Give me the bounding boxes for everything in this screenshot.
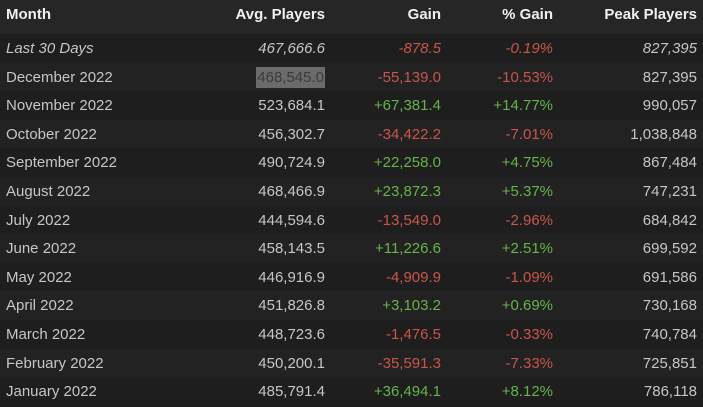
- avg-players-cell: 490,724.9: [258, 154, 325, 172]
- gain-cell: -878.5: [398, 40, 441, 57]
- peak-players-cell: 786,118: [643, 383, 697, 401]
- gain-cell: -34,422.2: [377, 125, 441, 143]
- table-row: March 2022 448,723.6 -1,476.5 -0.33% 740,784: [0, 320, 703, 349]
- header-cell: Avg. Players: [235, 6, 326, 23]
- gain-cell: +22,258.0: [373, 154, 441, 172]
- gain-cell: -55,139.0: [377, 68, 441, 86]
- avg-players-cell: 448,723.6: [258, 326, 325, 343]
- header-cell: Peak Players: [604, 6, 697, 23]
- gain-cell: +67,381.4: [373, 97, 441, 115]
- avg-players-cell: 467,666.6: [258, 40, 325, 57]
- header-cell: Month: [6, 6, 51, 23]
- month-cell: August 2022: [6, 183, 91, 200]
- peak-players-cell: 725,851: [642, 354, 697, 372]
- month-cell: April 2022: [6, 297, 74, 315]
- month-cell: Last 30 Days: [6, 40, 94, 57]
- table-row: January 2022 485,791.4 +36,494.1 +8.12% 786,…: [0, 377, 703, 407]
- gain-cell: +23,872.3: [373, 183, 441, 200]
- table-row: December 2022 468,545.0 -55,139.0 -10.53% 82…: [0, 62, 703, 92]
- pct-gain-cell: +14.77%: [493, 97, 553, 115]
- header-row: Month Avg. Players Gain % Gain Peak Players: [0, 0, 703, 34]
- table-row: Last 30 Days 467,666.6 -878.5 -0.19% 827,395: [0, 34, 703, 63]
- table-row: November 2022 523,684.1 +67,381.4 +14.77% 99…: [0, 91, 703, 121]
- gain-cell: -1,476.5: [385, 326, 441, 343]
- peak-players-cell: 730,168: [642, 297, 697, 315]
- pct-gain-cell: +8.12%: [501, 383, 553, 401]
- header-cell: Gain: [407, 6, 441, 23]
- avg-players-cell: 485,791.4: [258, 383, 325, 401]
- gain-cell: +3,103.2: [382, 297, 441, 315]
- pct-gain-cell: -1.09%: [505, 268, 553, 286]
- peak-players-cell: 684,842: [642, 211, 697, 229]
- month-cell: May 2022: [6, 268, 72, 286]
- pct-gain-cell: -7.33%: [505, 354, 553, 372]
- gain-cell: +36,494.1: [373, 383, 441, 401]
- avg-players-cell: 451,826.8: [258, 297, 325, 315]
- month-cell: January 2022: [6, 383, 97, 401]
- month-cell: February 2022: [6, 354, 104, 372]
- avg-players-cell: 458,143.5: [258, 240, 325, 258]
- table-row: August 2022 468,466.9 +23,872.3 +5.37% 747,2…: [0, 177, 703, 206]
- avg-players-cell: 523,684.1: [258, 97, 325, 115]
- avg-players-cell: 446,916.9: [258, 268, 325, 286]
- pct-gain-cell: -0.33%: [505, 326, 553, 343]
- pct-gain-cell: -7.01%: [505, 125, 553, 143]
- peak-players-cell: 827,395: [642, 68, 697, 86]
- header-cell: % Gain: [502, 6, 553, 23]
- table-row: September 2022 490,724.9 +22,258.0 +4.75% 86…: [0, 148, 703, 178]
- table-row: October 2022 456,302.7 -34,422.2 -7.01% 1,03…: [0, 119, 703, 149]
- pct-gain-cell: +4.75%: [501, 154, 553, 172]
- gain-cell: +11,226.6: [374, 240, 441, 258]
- month-cell: December 2022: [6, 68, 113, 86]
- pct-gain-cell: -2.96%: [505, 211, 553, 229]
- gain-cell: -35,591.3: [377, 354, 441, 372]
- gain-cell: -4,909.9: [385, 268, 441, 286]
- peak-players-cell: 691,586: [642, 268, 697, 286]
- avg-players-cell: 468,545.0: [256, 66, 325, 88]
- avg-players-cell: 468,466.9: [258, 183, 325, 200]
- pct-gain-cell: +2.51%: [501, 240, 553, 258]
- avg-players-cell: 456,302.7: [258, 125, 325, 143]
- peak-players-cell: 747,231: [642, 183, 697, 200]
- table-row: April 2022 451,826.8 +3,103.2 +0.69% 730,168: [0, 291, 703, 321]
- month-cell: November 2022: [6, 97, 113, 115]
- peak-players-cell: 699,592: [642, 240, 697, 258]
- month-cell: September 2022: [6, 154, 117, 172]
- peak-players-cell: 740,784: [642, 326, 697, 343]
- month-cell: July 2022: [6, 211, 71, 229]
- pct-gain-cell: +0.69%: [501, 297, 553, 315]
- table-row: February 2022 450,200.1 -35,591.3 -7.33% 725…: [0, 348, 703, 378]
- month-cell: October 2022: [6, 125, 97, 143]
- table-row: July 2022 444,594.6 -13,549.0 -2.96% 684,842: [0, 205, 703, 235]
- gain-cell: -13,549.0: [377, 211, 441, 229]
- avg-players-cell: 444,594.6: [258, 211, 325, 229]
- peak-players-cell: 1,038,848: [630, 125, 697, 143]
- table-row: June 2022 458,143.5 +11,226.6 +2.51% 699,592: [0, 234, 703, 264]
- peak-players-cell: 827,395: [642, 40, 697, 57]
- peak-players-cell: 990,057: [642, 97, 697, 115]
- table-row: May 2022 446,916.9 -4,909.9 -1.09% 691,586: [0, 262, 703, 292]
- month-cell: March 2022: [6, 326, 86, 343]
- pct-gain-cell: +5.37%: [501, 183, 553, 200]
- pct-gain-cell: -10.53%: [497, 68, 553, 86]
- month-cell: June 2022: [6, 240, 77, 258]
- avg-players-cell: 450,200.1: [258, 354, 325, 372]
- pct-gain-cell: -0.19%: [505, 40, 553, 57]
- peak-players-cell: 867,484: [642, 154, 697, 172]
